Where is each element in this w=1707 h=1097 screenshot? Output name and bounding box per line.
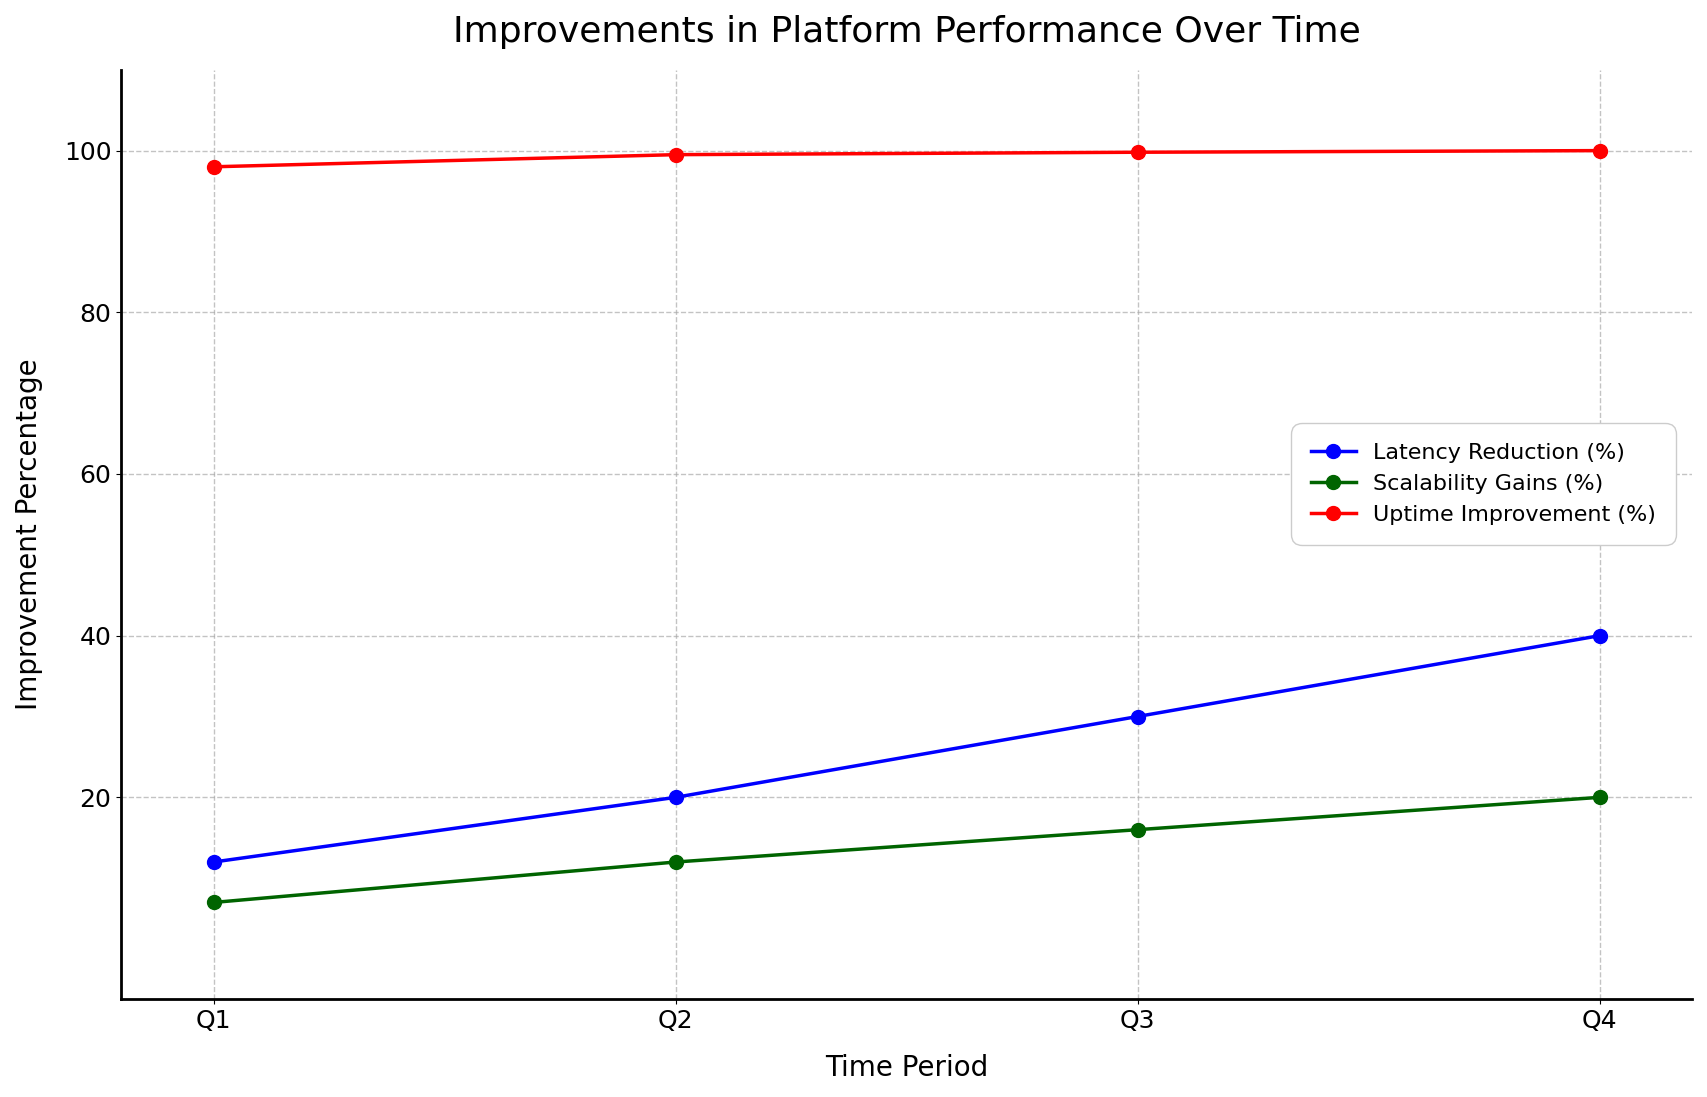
Scalability Gains (%) [203, 896, 224, 909]
Uptime Improvement (%) [666, 148, 686, 161]
Uptime Improvement (%) [1589, 144, 1610, 157]
Y-axis label: Improvement Percentage: Improvement Percentage [15, 359, 43, 711]
Latency Reduction (%) [1589, 629, 1610, 642]
Uptime Improvement (%) [203, 160, 224, 173]
Title: Improvements in Platform Performance Over Time: Improvements in Platform Performance Ove… [452, 15, 1360, 49]
Line: Scalability Gains (%): Scalability Gains (%) [207, 791, 1606, 909]
Uptime Improvement (%) [1127, 146, 1147, 159]
Latency Reduction (%) [203, 856, 224, 869]
Legend: Latency Reduction (%), Scalability Gains (%), Uptime Improvement (%): Latency Reduction (%), Scalability Gains… [1302, 434, 1666, 534]
Latency Reduction (%) [1127, 710, 1147, 723]
Scalability Gains (%) [1127, 823, 1147, 836]
Scalability Gains (%) [666, 856, 686, 869]
Line: Latency Reduction (%): Latency Reduction (%) [207, 629, 1606, 869]
Scalability Gains (%) [1589, 791, 1610, 804]
Latency Reduction (%) [666, 791, 686, 804]
X-axis label: Time Period: Time Period [824, 1054, 988, 1082]
Line: Uptime Improvement (%): Uptime Improvement (%) [207, 144, 1606, 173]
